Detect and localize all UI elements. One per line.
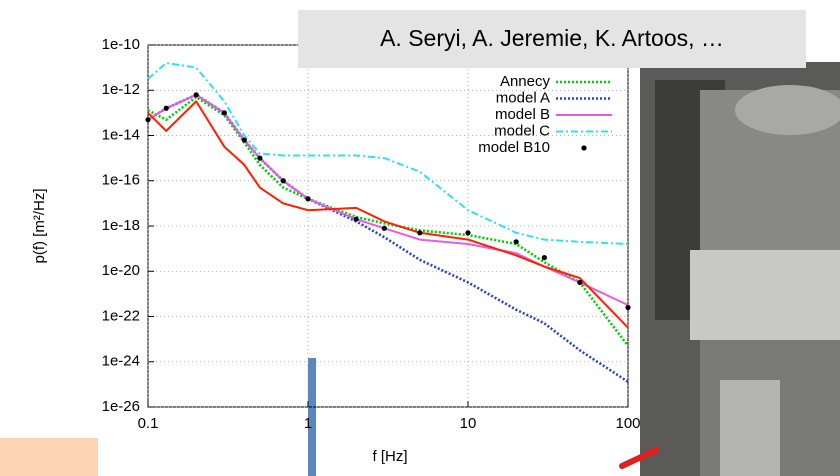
annotation: A. Seryi, A. Jeremie, K. Artoos, …	[380, 25, 724, 51]
data-point	[221, 110, 227, 116]
annotation-box	[298, 10, 806, 68]
y-tick-label: 1e-20	[102, 262, 140, 279]
legend-label: Annecy	[500, 73, 551, 90]
series-line	[147, 100, 629, 329]
series-line	[147, 93, 629, 383]
y-tick-label: 1e-14	[102, 126, 140, 143]
x-tick-label: 1	[304, 415, 312, 432]
data-point	[381, 225, 387, 231]
legend-label: model C	[494, 122, 550, 139]
arrow	[619, 447, 659, 469]
x-tick-label: 100	[615, 415, 640, 432]
data-point	[513, 239, 519, 245]
legend-swatch	[581, 145, 587, 151]
y-tick-label: 1e-18	[102, 217, 140, 234]
y-tick-label: 1e-22	[102, 307, 140, 324]
plot: 1e-10 1e-12 1e-14 1e-16 1e-18 1e-20 1e-22 1e-24…	[102, 36, 641, 432]
photo	[640, 62, 840, 476]
data-point	[577, 279, 583, 286]
data-point	[241, 137, 247, 143]
y-tick-label: 1e-12	[102, 81, 140, 98]
series-line	[147, 62, 629, 245]
data-point	[145, 117, 151, 123]
y-axis-label: p(f) [m²/Hz]	[31, 189, 48, 264]
y-tick-label: 1e-24	[102, 353, 140, 370]
series-line	[147, 95, 630, 347]
y-tick-label: 1e-16	[102, 172, 140, 189]
data-point	[193, 92, 199, 98]
x-tick-label: 0.1	[138, 415, 159, 432]
data-point	[280, 178, 286, 184]
data-point	[625, 304, 631, 311]
legend-label: model B	[495, 106, 550, 123]
y-tick-label: 1e-10	[102, 36, 140, 53]
legend-label: model A	[496, 89, 550, 106]
data-point	[541, 255, 547, 261]
callout-box	[0, 438, 98, 476]
data-point	[465, 230, 471, 236]
data-point	[305, 196, 311, 202]
data-point	[257, 155, 263, 161]
legend-label: model B10	[478, 139, 550, 156]
marker-bar	[308, 358, 316, 476]
data-point	[163, 105, 169, 111]
y-tick-label: 1e-26	[102, 398, 140, 415]
x-tick-label: 10	[460, 415, 477, 432]
data-point	[417, 230, 423, 236]
series-line	[147, 93, 629, 307]
data-point	[353, 216, 359, 222]
x-axis-label: f [Hz]	[372, 448, 407, 465]
